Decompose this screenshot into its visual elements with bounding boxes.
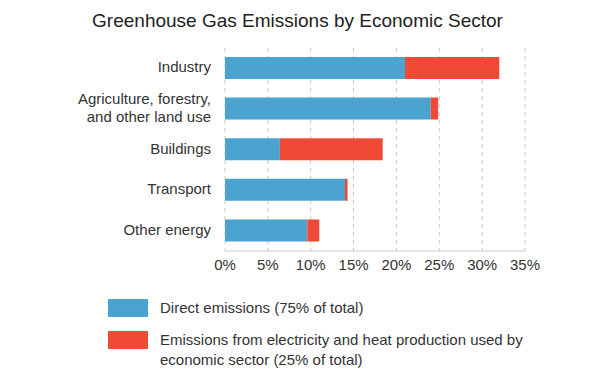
- html-text:Greenhouse Gas Emissions by Ec: Greenhouse Gas Emissions by Economic Sec…: [92, 10, 503, 31]
- svg-text:35%: 35%: [510, 256, 540, 273]
- svg-text:10%: 10%: [296, 256, 326, 273]
- svg-text:0%: 0%: [214, 256, 236, 273]
- svg-text:20%: 20%: [381, 256, 411, 273]
- svg-text:Buildings: Buildings: [150, 139, 211, 156]
- svg-text:5%: 5%: [257, 256, 279, 273]
- svg-text:25%: 25%: [424, 256, 454, 273]
- svg-text:Transport: Transport: [147, 180, 211, 197]
- svg-text:Industry: Industry: [158, 58, 212, 75]
- svg-text:30%: 30%: [467, 256, 497, 273]
- html-text:Direct emissions (75% of total: Direct emissions (75% of total): [160, 299, 364, 316]
- svg-text:Other energy: Other energy: [123, 221, 211, 238]
- html-text:Emissions from electricity and: Emissions from electricity and heat prod…: [160, 331, 523, 368]
- svg-text:15%: 15%: [339, 256, 369, 273]
- svg-text:Agriculture, forestry,and othe: Agriculture, forestry,and other land use: [78, 90, 211, 125]
